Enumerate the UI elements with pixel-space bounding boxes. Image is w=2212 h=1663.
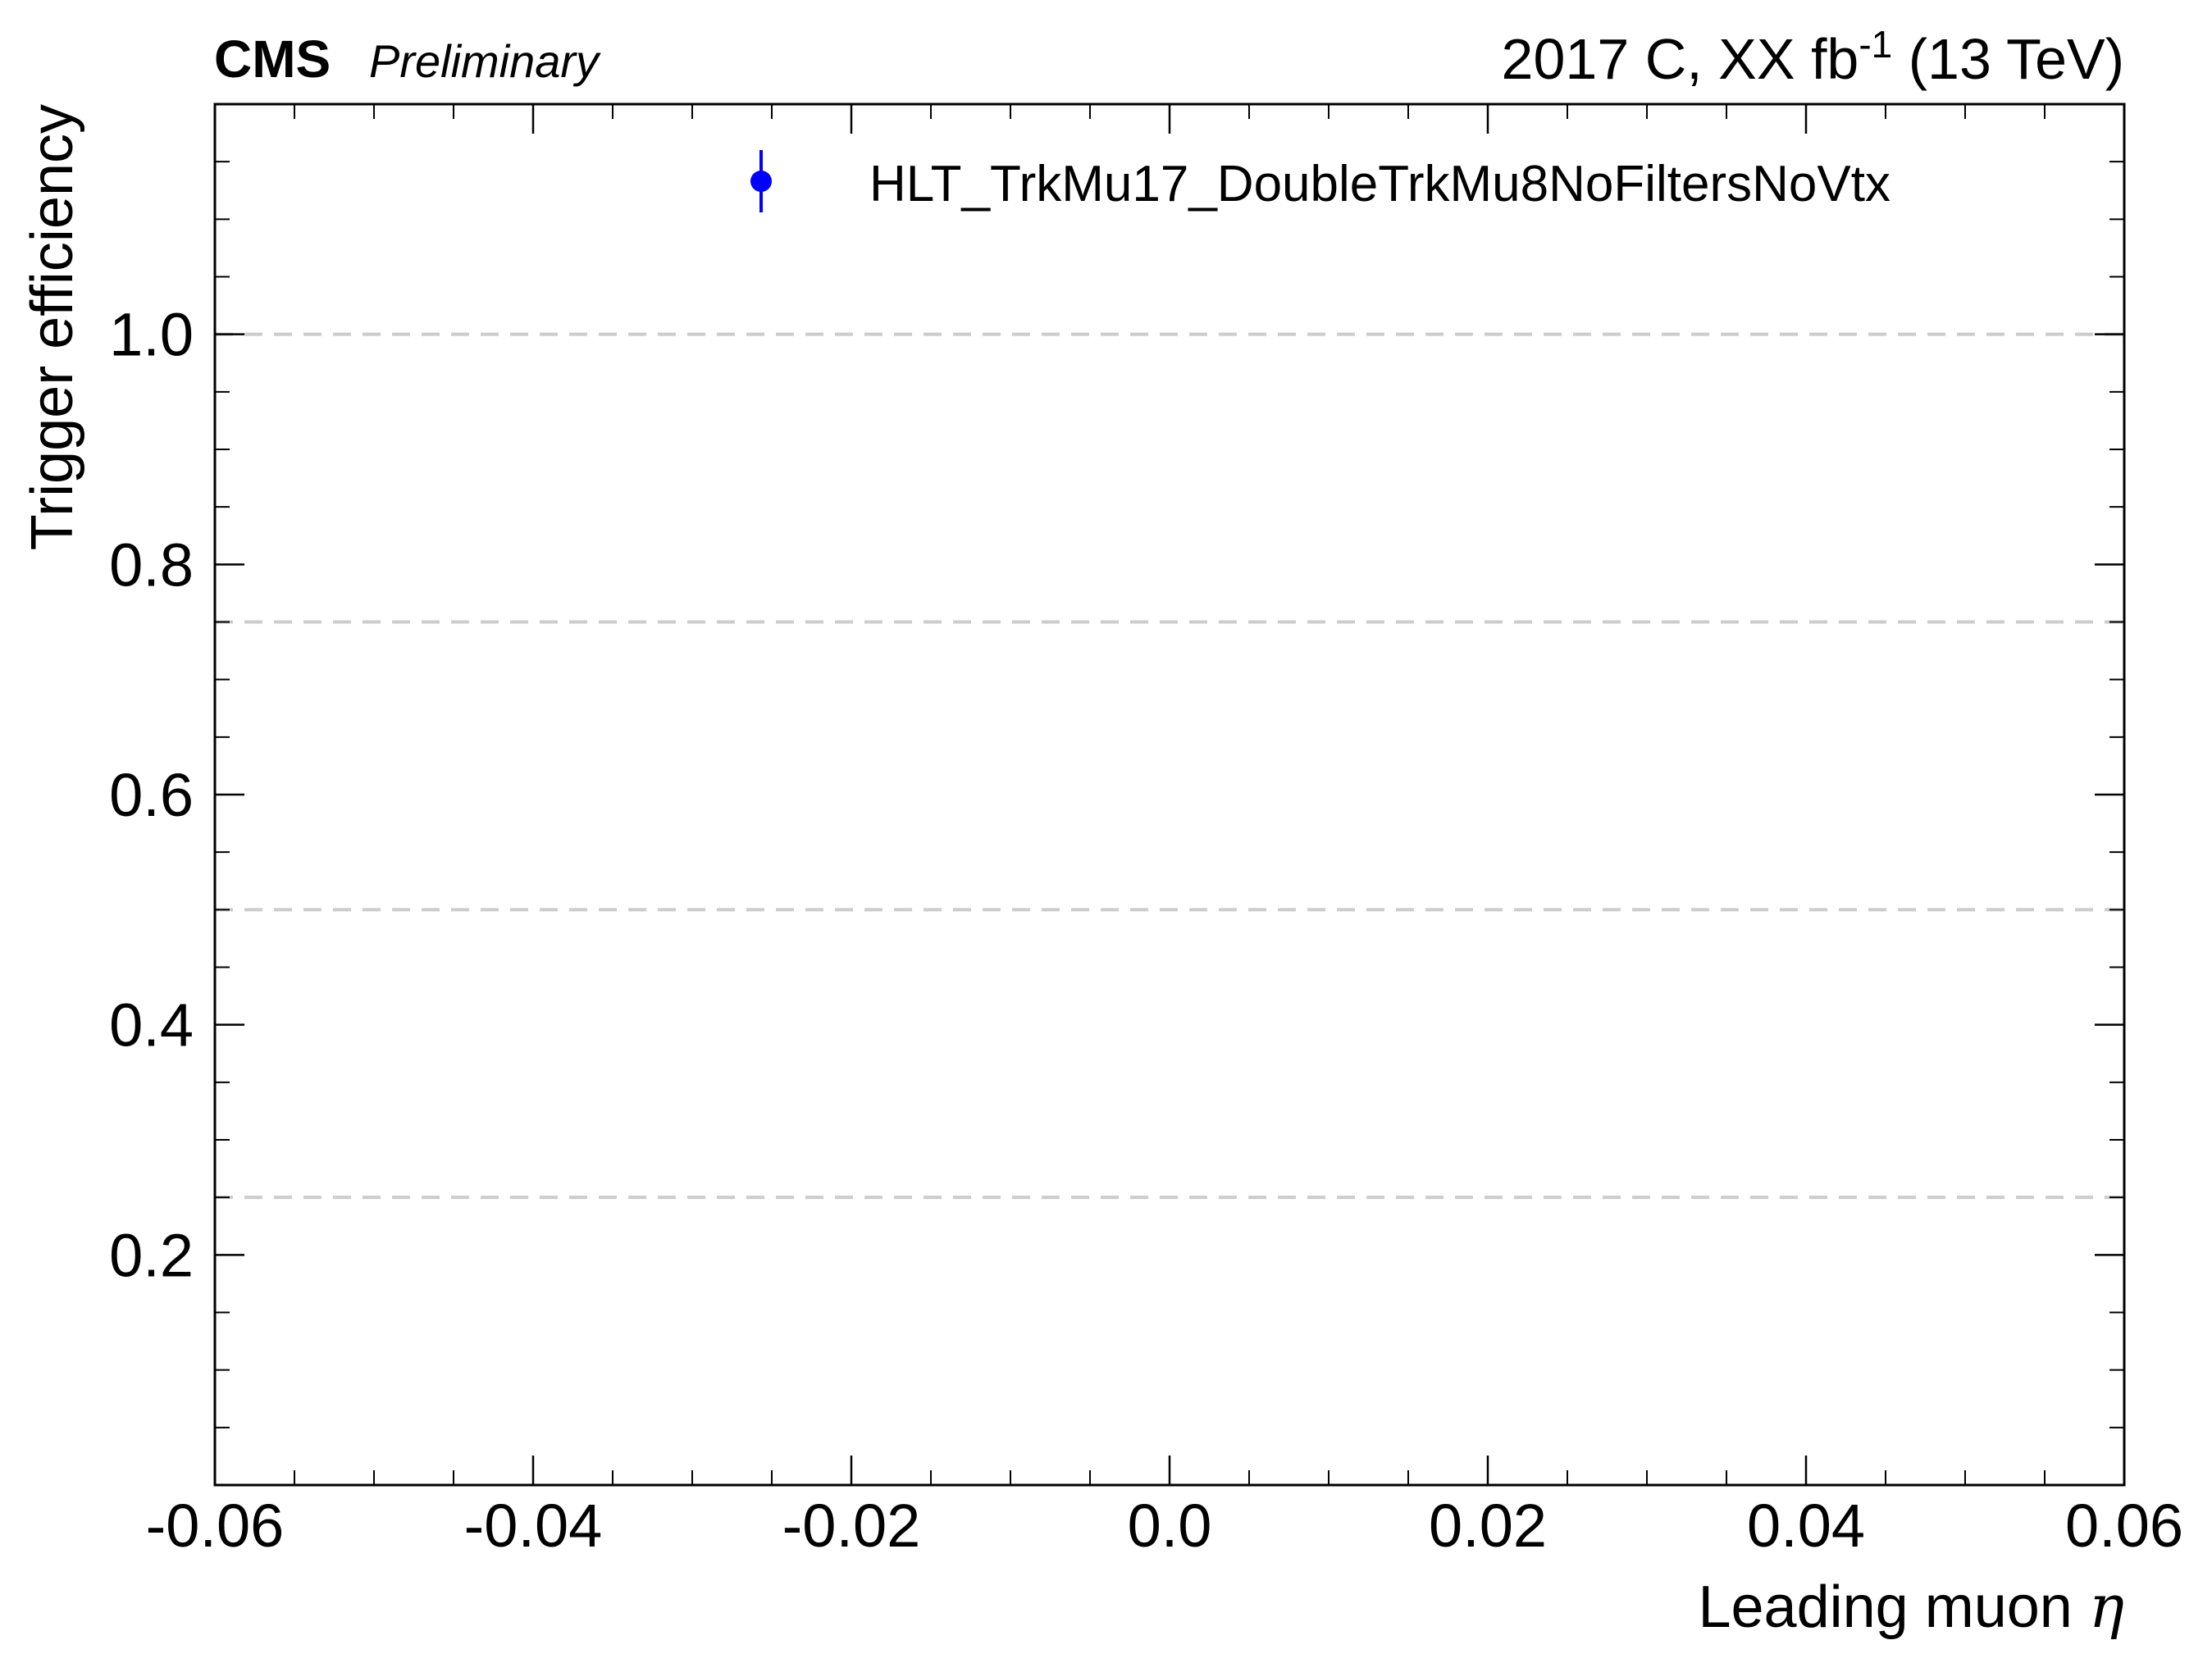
y-tick-label: 1.0 [109, 301, 194, 369]
x-axis-label-text: Leading muon [1698, 1574, 2072, 1640]
x-tick-label: -0.06 [146, 1492, 285, 1560]
y-tick-label: 0.6 [109, 761, 194, 829]
luminosity-prefix: 2017 C, XX fb [1502, 27, 1859, 91]
minor-ticks [215, 104, 2124, 1485]
luminosity-label: 2017 C, XX fb-1 (13 TeV) [1502, 23, 2124, 91]
x-tick-label: 0.06 [2065, 1492, 2183, 1560]
x-tick-label: -0.02 [782, 1492, 921, 1560]
legend: HLT_TrkMu17_DoubleTrkMu8NoFiltersNoVtx [750, 150, 1890, 212]
x-tick-label: 0.02 [1429, 1492, 1547, 1560]
y-tick-labels: 0.2 0.4 0.6 0.8 1.0 [109, 301, 194, 1290]
x-tick-label: -0.04 [464, 1492, 603, 1560]
luminosity-exponent: -1 [1859, 23, 1892, 66]
reference-lines [215, 332, 2124, 1200]
x-tick-labels: -0.06 -0.04 -0.02 0.0 0.02 0.04 0.06 [146, 1492, 2183, 1560]
y-axis-label: Trigger efficiency [20, 104, 85, 550]
experiment-label: CMS [214, 30, 331, 89]
x-axis-label: Leading muon η [1698, 1572, 2124, 1641]
y-tick-label: 0.8 [109, 531, 194, 599]
legend-entry-label: HLT_TrkMu17_DoubleTrkMu8NoFiltersNoVtx [869, 156, 1890, 212]
major-ticks [213, 104, 2126, 1485]
plot-frame [213, 103, 2126, 1487]
luminosity-suffix: (13 TeV) [1892, 27, 2124, 91]
x-tick-label: 0.0 [1128, 1492, 1212, 1560]
y-tick-label: 0.2 [109, 1221, 194, 1289]
y-tick-label: 0.4 [109, 991, 194, 1059]
x-tick-label: 0.04 [1747, 1492, 1865, 1560]
legend-marker [750, 171, 772, 192]
status-label: Preliminary [369, 35, 601, 87]
x-axis-label-symbol: η [2089, 1572, 2124, 1641]
